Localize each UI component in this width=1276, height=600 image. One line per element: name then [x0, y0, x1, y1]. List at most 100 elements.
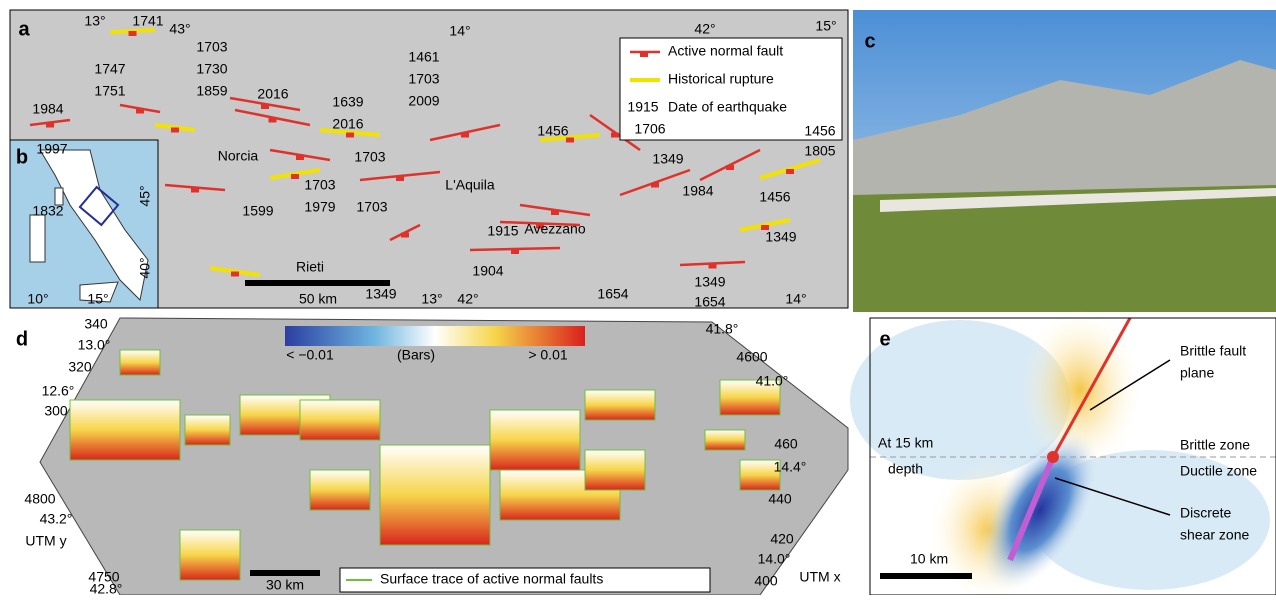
label: b	[16, 146, 28, 168]
label: 10 km	[910, 551, 948, 567]
label: 420	[770, 531, 794, 547]
fault-tick	[761, 225, 769, 230]
fault-tick	[566, 137, 574, 143]
label: 1654	[597, 286, 628, 302]
label: 1805	[804, 143, 835, 159]
label: Brittle fault	[1180, 343, 1246, 359]
rock	[853, 60, 1276, 205]
label: 1456	[759, 189, 790, 205]
label: Rieti	[296, 259, 324, 275]
label: 42.8°	[90, 581, 123, 595]
label: Historical rupture	[668, 71, 774, 87]
label: plane	[1180, 365, 1214, 381]
label: 1349	[765, 229, 796, 245]
label: 320	[68, 359, 92, 375]
label: 2009	[408, 93, 439, 109]
label: 1915	[487, 223, 518, 239]
label: 400	[754, 573, 778, 589]
label: 14°	[449, 23, 470, 39]
fault-tick	[296, 155, 304, 160]
fault-tick	[551, 210, 559, 215]
label: 2016	[257, 86, 288, 102]
label: 14°	[785, 291, 806, 307]
label: c	[864, 30, 875, 52]
fault-tick	[231, 271, 239, 277]
fault-tick	[651, 182, 659, 188]
label: 1703	[196, 39, 227, 55]
label: 43.2°	[40, 511, 73, 527]
fault-plane	[719, 379, 781, 416]
fault-plane	[309, 469, 371, 511]
fault-tick	[401, 232, 409, 238]
italy	[39, 149, 149, 302]
label: 4800	[24, 491, 55, 507]
label: 1706	[634, 121, 665, 137]
label: 440	[768, 491, 792, 507]
fault-plane	[584, 389, 656, 421]
label: 40°	[137, 257, 153, 278]
label: 14.0°	[758, 551, 791, 567]
label: > 0.01	[528, 347, 568, 363]
node	[1047, 451, 1059, 463]
islands	[29, 187, 119, 303]
legend-box	[339, 567, 711, 593]
fault-plane	[489, 409, 581, 471]
label: Active normal fault	[668, 43, 783, 59]
fault-tick	[511, 249, 519, 254]
fault-tick	[291, 174, 299, 179]
fault-tick	[261, 104, 269, 109]
fault-plane	[704, 429, 746, 451]
label: 13°	[84, 13, 105, 29]
label: 4750	[88, 569, 119, 585]
label: 1654	[694, 294, 725, 310]
label: depth	[888, 461, 923, 477]
label: 1747	[94, 61, 125, 77]
grass	[853, 185, 1276, 312]
label: 2016	[332, 116, 363, 132]
label: Discrete	[1180, 505, 1232, 521]
fault-tick	[611, 132, 619, 138]
label: 1751	[94, 83, 125, 99]
label: 45°	[137, 185, 153, 206]
legend-swatch	[640, 52, 648, 57]
label: Date of earthquake	[668, 99, 787, 115]
arrow	[1054, 477, 1171, 516]
label: 1741	[132, 13, 163, 29]
fault-plane	[69, 399, 181, 461]
label: 10°	[27, 291, 48, 307]
label: 1997	[36, 141, 67, 157]
label: 1703	[354, 149, 385, 165]
label: 41.8°	[706, 321, 739, 337]
label: a	[18, 18, 30, 40]
scale-bar	[245, 280, 390, 286]
label: 42°	[457, 291, 478, 307]
label: 460	[774, 436, 798, 452]
label: 12.6°	[42, 383, 75, 399]
label: 1461	[408, 49, 439, 65]
label: e	[879, 328, 890, 350]
fault-tick	[268, 117, 277, 123]
label: 14.4°	[774, 459, 807, 475]
label: 15°	[815, 18, 836, 34]
fault-plane	[379, 444, 491, 546]
label: 340	[84, 316, 108, 332]
label: Surface trace of active normal faults	[380, 571, 603, 587]
fault-tick	[171, 127, 179, 133]
field	[850, 320, 1070, 480]
fault-plane	[179, 529, 241, 581]
fault-tick	[708, 263, 717, 269]
label: < −0.01	[286, 347, 334, 363]
label: d	[16, 328, 28, 350]
label: 1703	[304, 177, 335, 193]
fault-tick	[346, 132, 354, 138]
fault-tick	[461, 132, 469, 138]
label: Norcia	[218, 148, 259, 164]
label: 4600	[736, 349, 767, 365]
label: 42°	[694, 21, 715, 37]
fault-plane	[584, 449, 646, 491]
scarp	[880, 188, 1276, 212]
label: Avezzano	[524, 221, 585, 237]
label: 1904	[472, 263, 503, 279]
label: 1456	[537, 123, 568, 139]
label: 30 km	[266, 577, 304, 593]
